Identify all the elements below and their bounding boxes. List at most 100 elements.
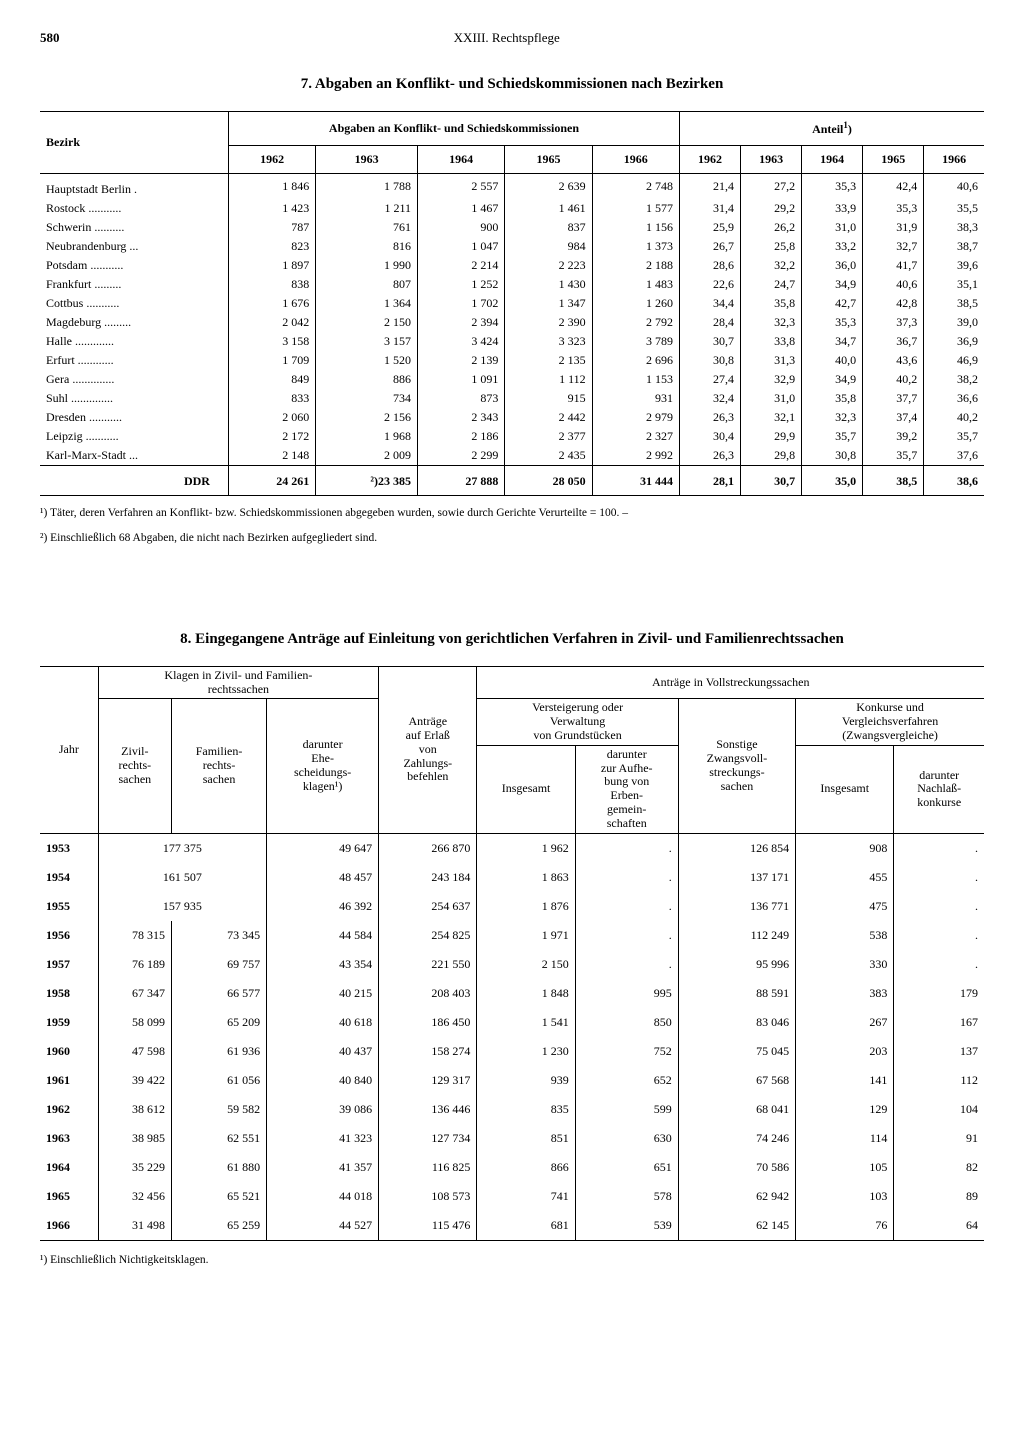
group-anteil: Anteil1) [679, 112, 984, 146]
cell: 2 148 [228, 446, 315, 466]
cell: 28,6 [679, 256, 740, 275]
cell: 30,7 [679, 332, 740, 351]
cell: 538 [796, 921, 894, 950]
year-header: 1962 [679, 146, 740, 174]
cell: 64 [894, 1211, 984, 1241]
col-zivil: Zivil-rechts-sachen [98, 699, 171, 833]
cell: 62 551 [171, 1124, 266, 1153]
cell: 69 757 [171, 950, 266, 979]
bezirk-name: Magdeburg ......... [40, 313, 228, 332]
cell: 3 157 [316, 332, 418, 351]
cell: 1 990 [316, 256, 418, 275]
table-row: 196047 59861 93640 437158 2741 23075275 … [40, 1037, 984, 1066]
col-familien: Familien-rechts-sachen [171, 699, 266, 833]
cell: 137 171 [678, 863, 795, 892]
cell: 2 060 [228, 408, 315, 427]
cell: 1 846 [228, 174, 315, 200]
table-row: 195958 09965 20940 618186 4501 54185083 … [40, 1008, 984, 1037]
cell: 67 568 [678, 1066, 795, 1095]
cell: 157 935 [98, 892, 266, 921]
table-7-footnote-1: ¹) Täter, deren Verfahren an Konflikt- b… [40, 506, 984, 521]
cell: 455 [796, 863, 894, 892]
cell: 37,3 [863, 313, 924, 332]
cell: 267 [796, 1008, 894, 1037]
cell: 35,5 [924, 199, 984, 218]
cell: 931 [592, 389, 679, 408]
chapter-title: XXIII. Rechtspflege [454, 30, 560, 46]
cell: 833 [228, 389, 315, 408]
cell: 3 789 [592, 332, 679, 351]
cell: 866 [477, 1153, 575, 1182]
cell: 2 557 [418, 174, 505, 200]
cell: 39 422 [98, 1066, 171, 1095]
cell: 91 [894, 1124, 984, 1153]
cell: 103 [796, 1182, 894, 1211]
cell: 203 [796, 1037, 894, 1066]
cell: 44 527 [267, 1211, 379, 1241]
cell: 3 323 [505, 332, 592, 351]
cell: 62 145 [678, 1211, 795, 1241]
cell: 88 591 [678, 979, 795, 1008]
cell: 32,1 [741, 408, 802, 427]
cell: 47 598 [98, 1037, 171, 1066]
cell: 95 996 [678, 950, 795, 979]
cell: 31 498 [98, 1211, 171, 1241]
year-cell: 1955 [40, 892, 98, 921]
cell: 114 [796, 1124, 894, 1153]
col-verst: Versteigerung oderVerwaltungvon Grundstü… [477, 699, 678, 745]
cell: 37,7 [863, 389, 924, 408]
cell: 36,0 [802, 256, 863, 275]
cell: 1 863 [477, 863, 575, 892]
year-cell: 1956 [40, 921, 98, 950]
table-8: Jahr Klagen in Zivil- und Familien-recht… [40, 666, 984, 1241]
cell: 35,3 [863, 199, 924, 218]
cell: 2 299 [418, 446, 505, 466]
cell: . [894, 892, 984, 921]
table-row: 195776 18969 75743 354221 5502 150.95 99… [40, 950, 984, 979]
year-cell: 1954 [40, 863, 98, 892]
cell: 75 045 [678, 1037, 795, 1066]
cell: 70 586 [678, 1153, 795, 1182]
cell: 36,6 [924, 389, 984, 408]
cell: 27,2 [741, 174, 802, 200]
col-jahr: Jahr [40, 666, 98, 833]
table-8-footnote: ¹) Einschließlich Nichtigkeitsklagen. [40, 1253, 984, 1268]
cell: 83 046 [678, 1008, 795, 1037]
cell: 2 792 [592, 313, 679, 332]
cell: 32,3 [741, 313, 802, 332]
col-vollstr: Anträge in Vollstreckungssachen [477, 666, 984, 699]
table-7-footnote-2: ²) Einschließlich 68 Abgaben, die nicht … [40, 531, 984, 546]
cell: 32 456 [98, 1182, 171, 1211]
cell: 652 [575, 1066, 678, 1095]
cell: 984 [505, 237, 592, 256]
col-konk-insg: Insgesamt [796, 745, 894, 833]
cell: 32,4 [679, 389, 740, 408]
cell: 266 870 [379, 833, 477, 863]
cell: 36,9 [924, 332, 984, 351]
year-cell: 1953 [40, 833, 98, 863]
cell: 27,4 [679, 370, 740, 389]
cell: 1 373 [592, 237, 679, 256]
cell: 2 214 [418, 256, 505, 275]
cell: 1 577 [592, 199, 679, 218]
bezirk-name: Potsdam ........... [40, 256, 228, 275]
bezirk-name: Erfurt ............ [40, 351, 228, 370]
cell: 39 086 [267, 1095, 379, 1124]
cell: 36,7 [863, 332, 924, 351]
cell: 62 942 [678, 1182, 795, 1211]
cell: 31,0 [741, 389, 802, 408]
table-row: Potsdam ...........1 8971 9902 2142 2232… [40, 256, 984, 275]
cell: 1 676 [228, 294, 315, 313]
bezirk-name: Karl-Marx-Stadt ... [40, 446, 228, 466]
cell: 1 047 [418, 237, 505, 256]
year-cell: 1961 [40, 1066, 98, 1095]
cell: 28 050 [505, 466, 592, 496]
cell: 2 172 [228, 427, 315, 446]
section-7-title: 7. Abgaben an Konflikt- und Schiedskommi… [40, 76, 984, 93]
cell: . [894, 921, 984, 950]
cell: 30,8 [802, 446, 863, 466]
cell: 1 520 [316, 351, 418, 370]
cell: 38 612 [98, 1095, 171, 1124]
cell: 38,2 [924, 370, 984, 389]
table-row: Frankfurt .........8388071 2521 4301 483… [40, 275, 984, 294]
